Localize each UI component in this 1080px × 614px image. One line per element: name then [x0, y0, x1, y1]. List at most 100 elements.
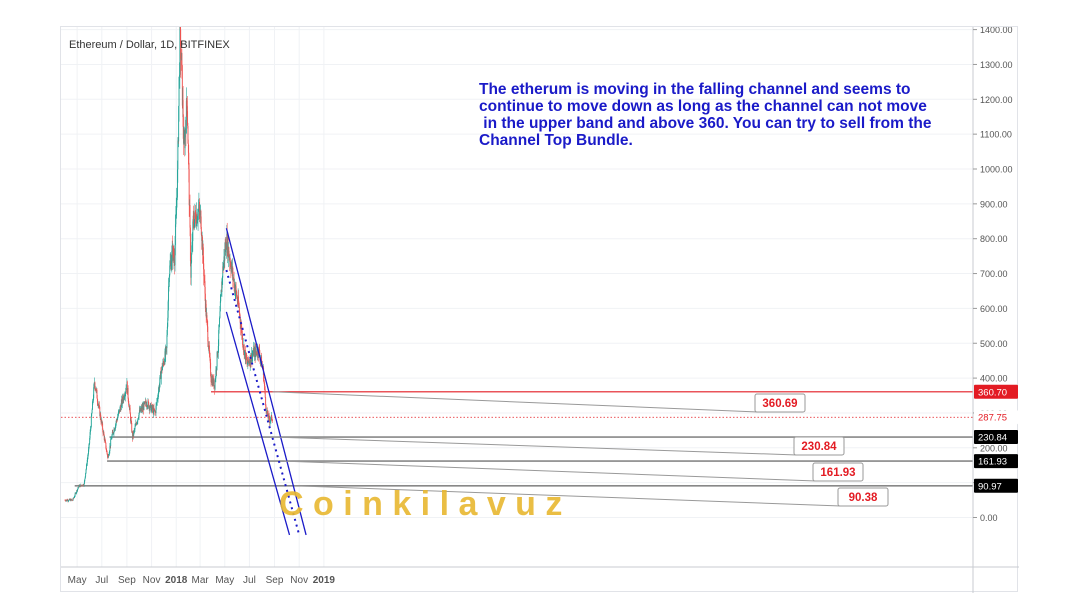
candle-body [67, 499, 69, 502]
axis-tag-last-price-text: 287.75 [978, 413, 1007, 424]
candle-body [218, 326, 220, 330]
candle-body [106, 450, 108, 454]
candle-body [231, 263, 233, 273]
candle-body [270, 420, 271, 422]
candle-body [229, 261, 231, 267]
candle-body [86, 464, 88, 466]
candle-body [253, 350, 255, 357]
candle-body [238, 304, 240, 307]
callout-value: 360.69 [762, 398, 797, 410]
candle-body [187, 143, 189, 153]
candle-body [114, 427, 116, 429]
candle-body [140, 409, 142, 411]
axis-tag-resistance-bg [974, 384, 1018, 399]
candle-body [136, 422, 138, 425]
axis-tag-last-price: 287.75 [974, 410, 1018, 425]
candle-body [110, 439, 112, 440]
candle-body [86, 460, 88, 465]
channel-lower-line [225, 311, 291, 536]
candle-body [94, 382, 96, 388]
candle-body [220, 289, 222, 297]
callout-pointer [272, 436, 798, 456]
candle-body [77, 487, 79, 489]
candle-body [176, 197, 178, 200]
watermark: C o i n k i l a v u z [279, 485, 562, 523]
candle-body [79, 485, 81, 487]
y-tick-label: 900.00 [980, 199, 1008, 209]
candle-body [206, 320, 208, 327]
candles [64, 27, 273, 503]
candle-body [191, 253, 193, 263]
candle-body [151, 405, 153, 410]
callout-value: 230.84 [801, 441, 837, 453]
candle-body [225, 248, 227, 250]
candle-body [133, 431, 135, 436]
candle-body [246, 358, 248, 360]
candle-body [241, 326, 243, 336]
candle-body [73, 496, 75, 498]
candle-body [65, 500, 67, 502]
candle-body [135, 423, 137, 426]
candle-body [219, 317, 220, 327]
axis-tag-support-2-bg [974, 454, 1018, 469]
candle-body [133, 429, 135, 432]
axis-tag-support-3-bg [974, 478, 1018, 493]
candle-body [165, 347, 167, 356]
y-tick-label: 600.00 [980, 304, 1008, 314]
candle-body [112, 432, 114, 434]
candle-body [129, 406, 131, 408]
axis-tag-support-2-text: 161.93 [978, 457, 1007, 468]
channel-middle-line [225, 269, 301, 536]
candle-body [109, 450, 110, 454]
candle-body [239, 314, 241, 322]
candle-body [138, 412, 140, 418]
candle-body [98, 405, 100, 408]
candle-body [224, 249, 226, 261]
candle-body [178, 76, 180, 106]
candle-body [205, 303, 207, 318]
candle-body [179, 27, 181, 75]
candle-body [193, 215, 195, 224]
candle-body [222, 266, 224, 278]
candle-body [269, 419, 271, 423]
axis-tag-support-3: 90.97 [974, 478, 1018, 493]
candle-body [90, 427, 92, 430]
candle-body [218, 329, 220, 347]
candle-body [168, 282, 170, 287]
candle-body [197, 211, 199, 220]
candle-body [173, 256, 175, 263]
callout-support-2: 161.93 [284, 460, 864, 482]
candle-body [195, 215, 197, 224]
candle-body [153, 407, 155, 411]
candle-body [147, 406, 148, 408]
candle-body [173, 255, 175, 257]
callout-support-3: 90.38 [294, 485, 889, 507]
candle-body [191, 242, 193, 254]
candle-body [181, 53, 183, 66]
candle-body [127, 388, 129, 399]
candle-body [90, 429, 91, 433]
candle-body [80, 484, 82, 486]
candle-body [124, 396, 126, 398]
candle-body [210, 375, 212, 383]
candle-body [240, 321, 242, 328]
candle-body [252, 353, 254, 355]
candle-body [94, 387, 96, 389]
candle-body [68, 499, 70, 501]
candle-body [166, 335, 168, 349]
candle-body [104, 438, 106, 441]
candle-body [148, 402, 150, 409]
candle-body [74, 493, 76, 496]
candle-body [119, 407, 121, 412]
candle-body [145, 403, 147, 407]
candle-body [156, 401, 158, 404]
candle-body [96, 398, 98, 402]
x-tick-label: Nov [143, 575, 161, 586]
candle-body [115, 424, 117, 428]
candle-body [219, 311, 221, 318]
candle-body [115, 419, 117, 423]
candle-body [156, 398, 158, 402]
candle-body [106, 449, 108, 451]
candle-body [189, 205, 191, 228]
candle-body [210, 362, 212, 376]
